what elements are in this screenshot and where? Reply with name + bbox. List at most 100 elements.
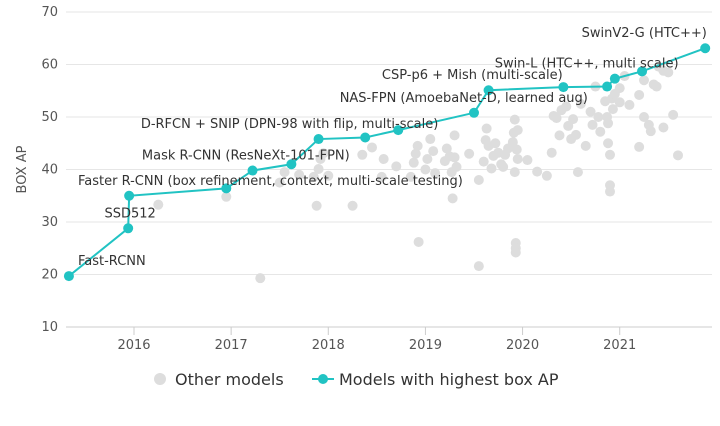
other-model-point[interactable] — [391, 161, 402, 172]
other-model-point[interactable] — [639, 112, 649, 122]
other-model-point[interactable] — [607, 104, 618, 115]
other-model-point[interactable] — [478, 156, 489, 167]
best-model-point[interactable] — [558, 82, 569, 93]
best-model-point[interactable] — [637, 66, 648, 77]
other-model-point[interactable] — [274, 177, 285, 188]
other-model-point[interactable] — [593, 112, 604, 122]
other-model-point[interactable] — [313, 163, 324, 174]
other-model-point[interactable] — [347, 200, 358, 211]
other-model-point[interactable] — [447, 193, 458, 204]
other-model-point[interactable] — [464, 148, 475, 159]
best-model-point[interactable] — [286, 159, 297, 170]
best-model-point[interactable] — [393, 125, 404, 136]
other-model-point[interactable] — [481, 123, 492, 134]
other-model-point[interactable] — [473, 175, 484, 185]
other-model-point[interactable] — [420, 164, 431, 175]
other-model-point[interactable] — [634, 141, 645, 152]
other-model-point[interactable] — [571, 129, 581, 140]
other-model-point[interactable] — [490, 138, 501, 149]
best-model-point[interactable] — [360, 132, 371, 143]
other-model-point[interactable] — [532, 166, 543, 177]
other-model-point[interactable] — [510, 247, 521, 258]
other-model-point[interactable] — [498, 161, 509, 172]
other-model-point[interactable] — [428, 146, 439, 157]
other-model-point[interactable] — [663, 67, 674, 78]
best-model-point[interactable] — [469, 107, 479, 118]
other-model-point[interactable] — [546, 147, 557, 158]
other-model-point[interactable] — [413, 236, 424, 247]
other-model-point[interactable] — [551, 113, 562, 124]
other-model-point[interactable] — [587, 119, 598, 130]
other-model-point[interactable] — [509, 114, 520, 125]
other-model-point[interactable] — [595, 126, 606, 137]
legend[interactable]: Other models Models with highest box AP — [154, 370, 559, 389]
best-model-point[interactable] — [221, 183, 232, 194]
other-model-point[interactable] — [221, 191, 232, 202]
other-model-point[interactable] — [410, 148, 421, 159]
other-model-point[interactable] — [451, 161, 462, 172]
other-model-point[interactable] — [507, 137, 518, 148]
other-model-point[interactable] — [323, 170, 334, 181]
other-model-point[interactable] — [561, 101, 572, 112]
other-model-point[interactable] — [568, 114, 579, 125]
other-model-point[interactable] — [512, 125, 523, 136]
other-model-point[interactable] — [541, 170, 552, 181]
best-model-point[interactable] — [483, 85, 494, 96]
other-model-point[interactable] — [614, 83, 625, 94]
other-model-point[interactable] — [603, 138, 614, 149]
other-model-point[interactable] — [624, 99, 635, 110]
other-model-point[interactable] — [509, 167, 520, 178]
legend-item-other-models[interactable]: Other models — [154, 370, 284, 389]
other-model-point[interactable] — [658, 122, 669, 133]
other-model-point[interactable] — [318, 148, 329, 159]
other-model-point[interactable] — [449, 130, 460, 141]
other-model-point[interactable] — [585, 106, 596, 117]
other-model-point[interactable] — [668, 109, 679, 120]
other-model-point[interactable] — [378, 154, 389, 164]
other-model-point[interactable] — [605, 186, 615, 197]
other-model-point[interactable] — [575, 98, 586, 109]
other-model-point[interactable] — [603, 118, 614, 129]
best-model-point[interactable] — [123, 223, 134, 234]
other-model-point[interactable] — [311, 200, 322, 211]
other-model-point[interactable] — [554, 130, 565, 141]
other-model-point[interactable] — [639, 75, 649, 86]
other-model-point[interactable] — [572, 167, 583, 178]
other-model-point[interactable] — [486, 163, 497, 174]
best-model-point[interactable] — [609, 73, 620, 84]
other-model-point[interactable] — [412, 140, 423, 151]
best-model-point[interactable] — [63, 271, 74, 282]
other-model-point[interactable] — [430, 168, 441, 179]
other-model-point[interactable] — [367, 142, 377, 153]
other-model-point[interactable] — [512, 154, 523, 164]
other-model-point[interactable] — [308, 171, 319, 182]
other-model-point[interactable] — [449, 152, 460, 163]
other-model-point[interactable] — [511, 144, 522, 155]
best-model-point[interactable] — [124, 190, 135, 201]
legend-item-best-models[interactable]: Models with highest box AP — [312, 370, 559, 389]
best-model-point[interactable] — [247, 165, 258, 176]
other-model-point[interactable] — [357, 149, 368, 160]
other-model-point[interactable] — [473, 261, 484, 272]
best-model-point[interactable] — [602, 81, 613, 92]
best-model-point[interactable] — [313, 134, 324, 145]
other-model-point[interactable] — [614, 97, 625, 108]
other-model-point[interactable] — [279, 167, 290, 178]
other-model-point[interactable] — [425, 134, 436, 145]
other-model-point[interactable] — [605, 149, 615, 160]
other-model-point[interactable] — [153, 199, 164, 210]
other-model-point[interactable] — [580, 140, 591, 151]
other-model-point[interactable] — [422, 154, 433, 164]
other-model-point[interactable] — [651, 81, 662, 92]
other-model-point[interactable] — [376, 171, 387, 182]
other-model-point[interactable] — [294, 169, 305, 180]
other-model-point[interactable] — [405, 171, 416, 182]
other-model-point[interactable] — [673, 150, 683, 161]
other-model-point[interactable] — [441, 143, 452, 154]
best-model-point[interactable] — [700, 43, 711, 54]
other-model-point[interactable] — [634, 89, 645, 100]
other-model-point[interactable] — [522, 155, 533, 166]
other-model-point[interactable] — [408, 157, 419, 168]
other-model-point[interactable] — [645, 126, 656, 137]
other-model-point[interactable] — [255, 273, 266, 284]
